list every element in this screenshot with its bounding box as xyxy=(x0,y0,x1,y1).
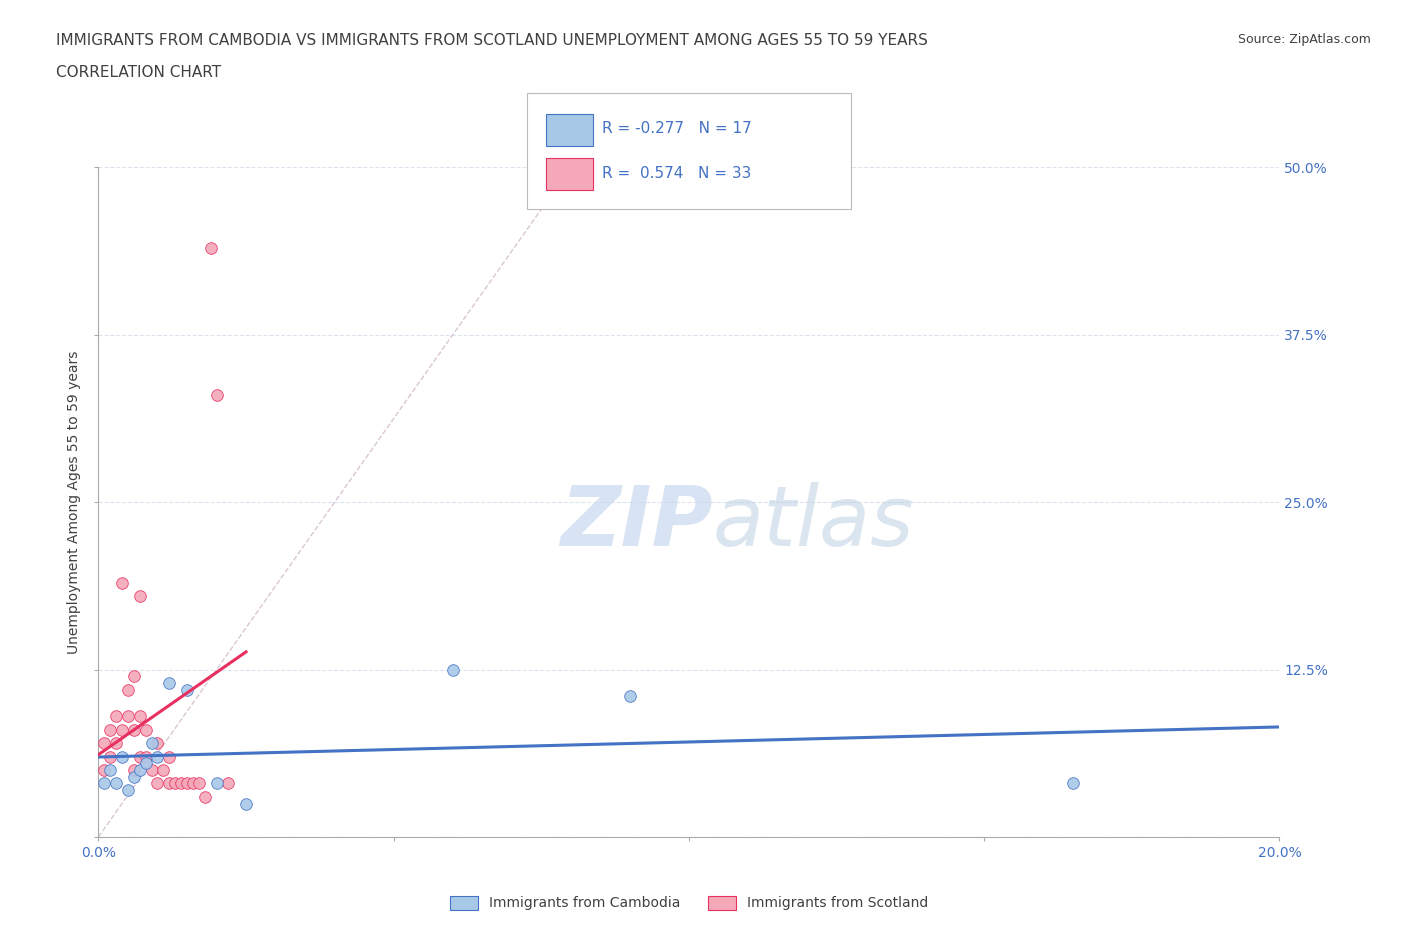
Point xyxy=(93,736,115,751)
Point xyxy=(122,669,145,684)
Point xyxy=(93,776,115,790)
Point xyxy=(98,763,121,777)
Text: ZIP: ZIP xyxy=(560,482,713,563)
Point xyxy=(117,709,139,724)
Point xyxy=(441,662,464,677)
Point xyxy=(105,709,128,724)
Point xyxy=(157,776,180,790)
Point xyxy=(176,683,198,698)
Point xyxy=(141,763,163,777)
Point xyxy=(105,736,128,751)
Point xyxy=(122,769,145,784)
Y-axis label: Unemployment Among Ages 55 to 59 years: Unemployment Among Ages 55 to 59 years xyxy=(67,351,82,654)
Point xyxy=(128,709,150,724)
Point xyxy=(200,240,222,255)
Point xyxy=(135,756,157,771)
Point xyxy=(152,763,174,777)
Text: R = -0.277   N = 17: R = -0.277 N = 17 xyxy=(602,121,752,136)
Point xyxy=(187,776,209,790)
Point xyxy=(141,736,163,751)
Point xyxy=(105,776,128,790)
Text: Source: ZipAtlas.com: Source: ZipAtlas.com xyxy=(1237,33,1371,46)
Point xyxy=(157,675,180,690)
Point xyxy=(93,763,115,777)
Point xyxy=(128,750,150,764)
Text: IMMIGRANTS FROM CAMBODIA VS IMMIGRANTS FROM SCOTLAND UNEMPLOYMENT AMONG AGES 55 : IMMIGRANTS FROM CAMBODIA VS IMMIGRANTS F… xyxy=(56,33,928,47)
Point xyxy=(235,796,257,811)
Point xyxy=(181,776,204,790)
Point xyxy=(619,689,641,704)
Point xyxy=(205,776,228,790)
Point xyxy=(217,776,239,790)
Point xyxy=(146,736,169,751)
Point xyxy=(1062,776,1084,790)
Text: atlas: atlas xyxy=(713,482,914,563)
Point xyxy=(194,790,217,804)
Point xyxy=(170,776,193,790)
Point xyxy=(128,763,150,777)
Text: R =  0.574   N = 33: R = 0.574 N = 33 xyxy=(602,166,751,181)
Point xyxy=(98,750,121,764)
Point xyxy=(111,575,134,590)
Point xyxy=(135,723,157,737)
Point xyxy=(165,776,187,790)
Point xyxy=(157,750,180,764)
Point xyxy=(176,776,198,790)
Point xyxy=(122,763,145,777)
Point xyxy=(98,723,121,737)
Text: CORRELATION CHART: CORRELATION CHART xyxy=(56,65,221,80)
Point xyxy=(205,388,228,403)
Point xyxy=(111,723,134,737)
Point xyxy=(128,589,150,604)
Legend: Immigrants from Cambodia, Immigrants from Scotland: Immigrants from Cambodia, Immigrants fro… xyxy=(450,896,928,910)
Point xyxy=(135,750,157,764)
Point xyxy=(122,723,145,737)
Point xyxy=(146,776,169,790)
Point xyxy=(117,683,139,698)
Point xyxy=(146,750,169,764)
Point xyxy=(117,783,139,798)
Point xyxy=(111,750,134,764)
